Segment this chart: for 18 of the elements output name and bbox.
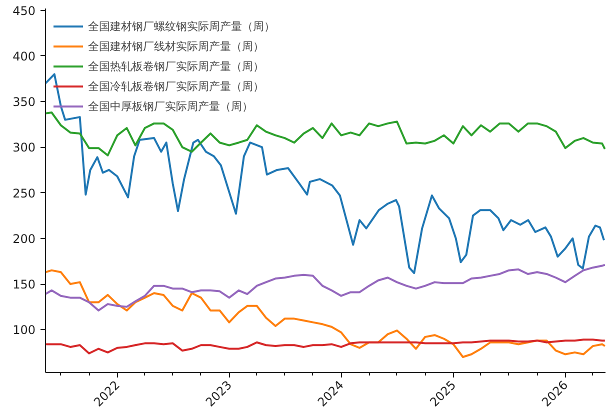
- legend-label: 全国建材钢厂螺纹钢实际周产量（周）: [88, 18, 275, 34]
- y-tick-label: 350: [12, 95, 36, 110]
- legend-label: 全国中厚板钢厂实际周产量（周）: [88, 98, 253, 114]
- y-tick-label: 300: [12, 140, 36, 155]
- y-tick-label: 450: [12, 4, 36, 18]
- line-series: [46, 264, 606, 312]
- line-series: [46, 112, 606, 156]
- legend-label: 全国建材钢厂线材实际周产量（周）: [88, 38, 264, 54]
- y-tick-label: 400: [12, 49, 36, 64]
- y-tick-label: 150: [12, 278, 36, 292]
- line-series: [46, 73, 605, 274]
- legend-label: 全国热轧板卷钢厂实际周产量（周）: [88, 58, 264, 74]
- y-tick-label: 100: [12, 323, 36, 338]
- y-tick-label: 200: [12, 232, 36, 246]
- y-tick-label: 250: [12, 186, 36, 200]
- legend-label: 全国冷轧板卷钢厂实际周产量（周）: [88, 78, 264, 94]
- line-series: [46, 269, 606, 358]
- line-series: [46, 338, 606, 354]
